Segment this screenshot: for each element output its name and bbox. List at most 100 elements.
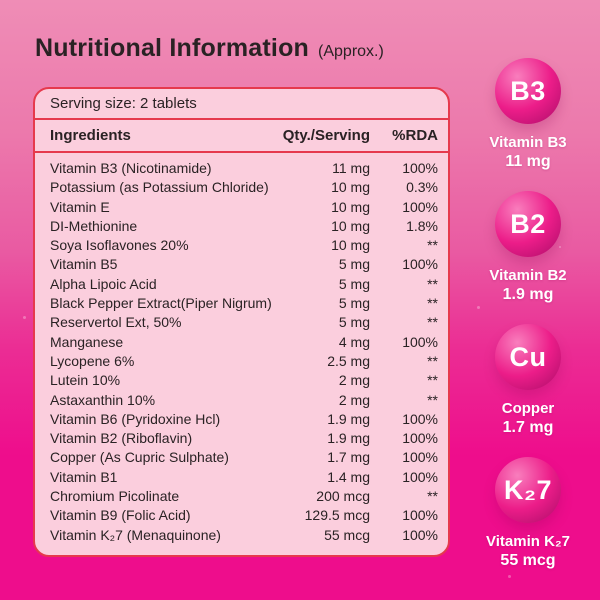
ingredient-rda: ** bbox=[427, 488, 438, 505]
ingredient-name: Copper (As Cupric Sulphate) bbox=[50, 449, 229, 466]
ingredient-qty: 2.5 mg bbox=[327, 352, 370, 369]
nutrient-badge: K₂7 Vitamin K₂7 55 mcg bbox=[486, 457, 570, 570]
ingredient-qty: 1.7 mg bbox=[327, 449, 370, 466]
page-title: Nutritional Information (Approx.) bbox=[35, 34, 384, 63]
nutrient-badge-value: 1.9 mg bbox=[502, 286, 554, 303]
table-row: Chromium Picolinate 200 mcg ** bbox=[50, 488, 438, 507]
ingredient-qty: 5 mg bbox=[338, 314, 370, 331]
ingredient-qty: 2 mg bbox=[338, 391, 370, 408]
ingredient-rda: 100% bbox=[402, 449, 438, 466]
ingredient-name: Vitamin B9 (Folic Acid) bbox=[50, 507, 191, 524]
ingredient-rda: 100% bbox=[402, 468, 438, 485]
table-row: Alpha Lipoic Acid 5 mg ** bbox=[50, 276, 438, 295]
ingredient-rda: 100% bbox=[402, 333, 438, 350]
serving-size-row: Serving size: 2 tablets bbox=[35, 89, 448, 120]
table-row: Vitamin B6 (Pyridoxine Hcl) 1.9 mg 100% bbox=[50, 411, 438, 430]
nutrient-symbol: B3 bbox=[510, 75, 546, 106]
ingredient-name: DI-Methionine bbox=[50, 217, 138, 234]
ingredient-rda: ** bbox=[427, 275, 438, 292]
ingredient-rda: ** bbox=[427, 391, 438, 408]
nutrient-badge-label: Copper bbox=[501, 400, 555, 417]
ingredient-name: Vitamin E bbox=[50, 198, 110, 215]
nutrient-sphere-icon: Cu bbox=[495, 324, 561, 390]
ingredient-name: Vitamin K₂7 (Menaquinone) bbox=[50, 526, 221, 543]
ingredient-name: Chromium Picolinate bbox=[50, 488, 180, 505]
ingredient-name: Vitamin B3 (Nicotinamide) bbox=[50, 160, 212, 176]
ingredient-qty: 11 mg bbox=[332, 160, 370, 176]
ingredient-qty: 5 mg bbox=[338, 295, 370, 312]
nutrient-symbol: Cu bbox=[509, 341, 547, 372]
nutrient-badge-label: Vitamin B3 bbox=[489, 134, 567, 151]
ingredient-qty: 1.9 mg bbox=[327, 430, 370, 447]
table-row: Soya Isoflavones 20% 10 mg ** bbox=[50, 237, 438, 256]
ingredient-qty: 10 mg bbox=[331, 179, 370, 196]
ingredient-name: Vitamin B2 (Riboflavin) bbox=[50, 430, 193, 447]
ingredient-rda: 100% bbox=[402, 430, 438, 447]
ingredient-qty: 1.4 mg bbox=[327, 468, 370, 485]
ingredient-qty: 1.9 mg bbox=[327, 410, 370, 427]
table-row: Lutein 10% 2 mg ** bbox=[50, 372, 438, 391]
nutrient-badge: B3 Vitamin B3 11 mg bbox=[489, 58, 567, 171]
title-text: Nutritional Information bbox=[35, 34, 310, 62]
nutrient-sphere-icon: B3 bbox=[495, 58, 561, 124]
ingredient-name: Reservertol Ext, 50% bbox=[50, 314, 182, 331]
table-row: Vitamin E 10 mg 100% bbox=[50, 199, 438, 218]
sparkle-dot bbox=[23, 316, 26, 319]
ingredient-name: Potassium (as Potassium Chloride) bbox=[50, 179, 269, 196]
ingredient-qty: 2 mg bbox=[338, 372, 370, 389]
table-row: Vitamin B1 1.4 mg 100% bbox=[50, 469, 438, 488]
nutrient-badge-label: Vitamin K₂7 bbox=[486, 533, 570, 550]
table-row: Reservertol Ext, 50% 5 mg ** bbox=[50, 314, 438, 333]
table-row: Lycopene 6% 2.5 mg ** bbox=[50, 353, 438, 372]
ingredient-qty: 200 mcg bbox=[316, 488, 370, 505]
table-body: Vitamin B3 (Nicotinamide) 11 mg 100% Pot… bbox=[35, 153, 448, 552]
nutrient-badge-value: 11 mg bbox=[505, 153, 551, 170]
nutrient-badge-value: 1.7 mg bbox=[502, 419, 554, 436]
nutrient-badge: Cu Copper 1.7 mg bbox=[495, 324, 561, 437]
ingredient-rda: 0.3% bbox=[406, 179, 438, 196]
ingredient-name: Vitamin B1 bbox=[50, 468, 118, 485]
ingredient-name: Soya Isoflavones 20% bbox=[50, 237, 189, 254]
table-row: Copper (As Cupric Sulphate) 1.7 mg 100% bbox=[50, 449, 438, 468]
table-row: Vitamin B9 (Folic Acid) 129.5 mcg 100% bbox=[50, 507, 438, 526]
ingredient-rda: 100% bbox=[402, 526, 438, 543]
table-row: Vitamin B3 (Nicotinamide) 11 mg 100% bbox=[50, 160, 438, 179]
table-row: Vitamin B5 5 mg 100% bbox=[50, 256, 438, 275]
ingredient-qty: 5 mg bbox=[338, 275, 370, 292]
ingredient-name: Vitamin B5 bbox=[50, 256, 118, 273]
table-row: Vitamin K₂7 (Menaquinone) 55 mcg 100% bbox=[50, 527, 438, 546]
table-row: DI-Methionine 10 mg 1.8% bbox=[50, 218, 438, 237]
ingredient-rda: 100% bbox=[402, 160, 438, 176]
ingredient-qty: 5 mg bbox=[338, 256, 370, 273]
column-header-ingredients: Ingredients bbox=[50, 127, 131, 144]
ingredient-rda: 100% bbox=[402, 507, 438, 524]
table-header-row: Ingredients Qty./Serving %RDA bbox=[35, 120, 448, 153]
ingredient-rda: ** bbox=[427, 237, 438, 254]
ingredient-qty: 10 mg bbox=[331, 217, 370, 234]
sparkle-dot bbox=[559, 246, 561, 248]
nutrient-badge-value: 55 mcg bbox=[500, 552, 556, 569]
table-row: Vitamin B2 (Riboflavin) 1.9 mg 100% bbox=[50, 430, 438, 449]
column-header-rda: %RDA bbox=[392, 127, 438, 144]
sparkle-dot bbox=[477, 306, 480, 309]
ingredient-qty: 4 mg bbox=[338, 333, 370, 350]
nutrition-table-card: Serving size: 2 tablets Ingredients Qty.… bbox=[33, 87, 450, 557]
ingredient-qty: 10 mg bbox=[331, 198, 370, 215]
ingredient-rda: 100% bbox=[402, 256, 438, 273]
nutrient-sphere-icon: B2 bbox=[495, 191, 561, 257]
ingredient-rda: ** bbox=[427, 314, 438, 331]
nutrient-sphere-icon: K₂7 bbox=[494, 457, 561, 523]
serving-size-text: Serving size: 2 tablets bbox=[50, 95, 197, 112]
ingredient-rda: 1.8% bbox=[406, 217, 438, 234]
table-row: Manganese 4 mg 100% bbox=[50, 334, 438, 353]
ingredient-name: Vitamin B6 (Pyridoxine Hcl) bbox=[50, 410, 221, 427]
nutrient-badge-label: Vitamin B2 bbox=[489, 267, 567, 284]
nutrient-symbol: B2 bbox=[510, 208, 546, 239]
nutrient-badges-column: B3 Vitamin B3 11 mg B2 Vitamin B2 1.9 mg… bbox=[467, 58, 589, 570]
ingredient-qty: 55 mcg bbox=[324, 526, 370, 543]
ingredient-rda: 100% bbox=[402, 198, 438, 215]
ingredient-name: Lycopene 6% bbox=[50, 352, 135, 369]
ingredient-name: Manganese bbox=[50, 333, 124, 350]
column-header-qty-serving: Qty./Serving bbox=[282, 127, 370, 144]
